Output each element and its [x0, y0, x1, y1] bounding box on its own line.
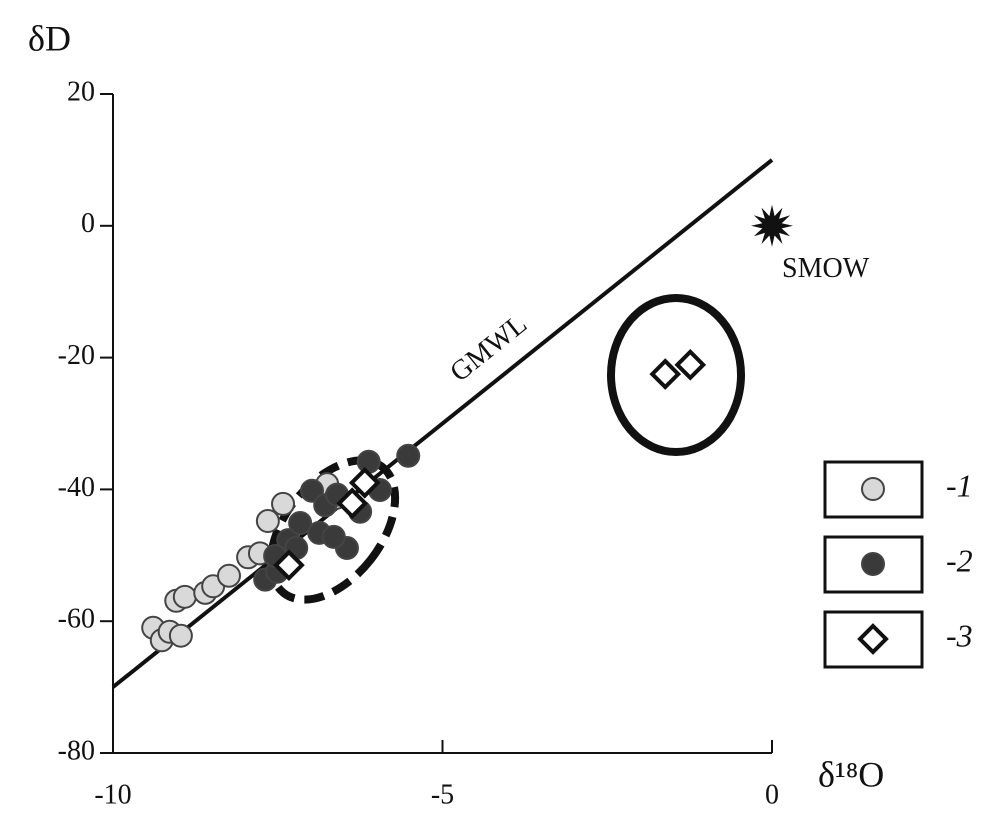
y-axis-label: δD — [28, 18, 71, 58]
circle-point — [216, 563, 241, 588]
diamond-point — [674, 349, 707, 381]
legend-box — [823, 535, 924, 594]
legend-marker — [861, 477, 885, 501]
legend-label: -3 — [946, 617, 973, 653]
circle-point — [396, 443, 421, 468]
diamond-point — [348, 466, 381, 499]
legend-marker — [857, 623, 889, 655]
legend-label: -2 — [946, 542, 973, 578]
legend-label: -1 — [946, 467, 973, 503]
smow-star — [751, 204, 793, 247]
y-tick-label: -40 — [58, 472, 95, 503]
outline-ellipse — [607, 294, 745, 456]
circle-point — [271, 491, 296, 516]
diamond-point — [273, 549, 305, 582]
dashed-ellipse — [266, 456, 400, 604]
x-tick-label: 0 — [765, 779, 779, 810]
y-tick-label: -80 — [58, 735, 95, 766]
circle-point — [168, 623, 193, 648]
diamond-point — [336, 487, 369, 520]
x-tick-label: -5 — [431, 779, 454, 810]
y-tick-label: -20 — [58, 340, 95, 371]
y-tick-label: 0 — [81, 208, 95, 239]
legend-box — [823, 460, 924, 519]
circle-point — [288, 511, 313, 536]
diamond-point — [649, 358, 682, 390]
point-label: SMOW — [782, 253, 870, 284]
circle-point — [255, 509, 280, 534]
x-axis-label: δ¹⁸O — [818, 754, 884, 794]
y-tick-label: -60 — [58, 604, 95, 635]
circle-point — [321, 524, 346, 549]
gmwl-line — [111, 158, 774, 689]
x-tick-label: -10 — [94, 779, 131, 810]
y-tick-label: 20 — [67, 76, 95, 107]
legend-box — [823, 610, 924, 669]
legend-marker — [861, 552, 885, 576]
circle-point — [172, 584, 197, 609]
legend — [823, 460, 924, 669]
circle-point — [356, 449, 381, 474]
line-label: GMWL — [444, 309, 533, 389]
